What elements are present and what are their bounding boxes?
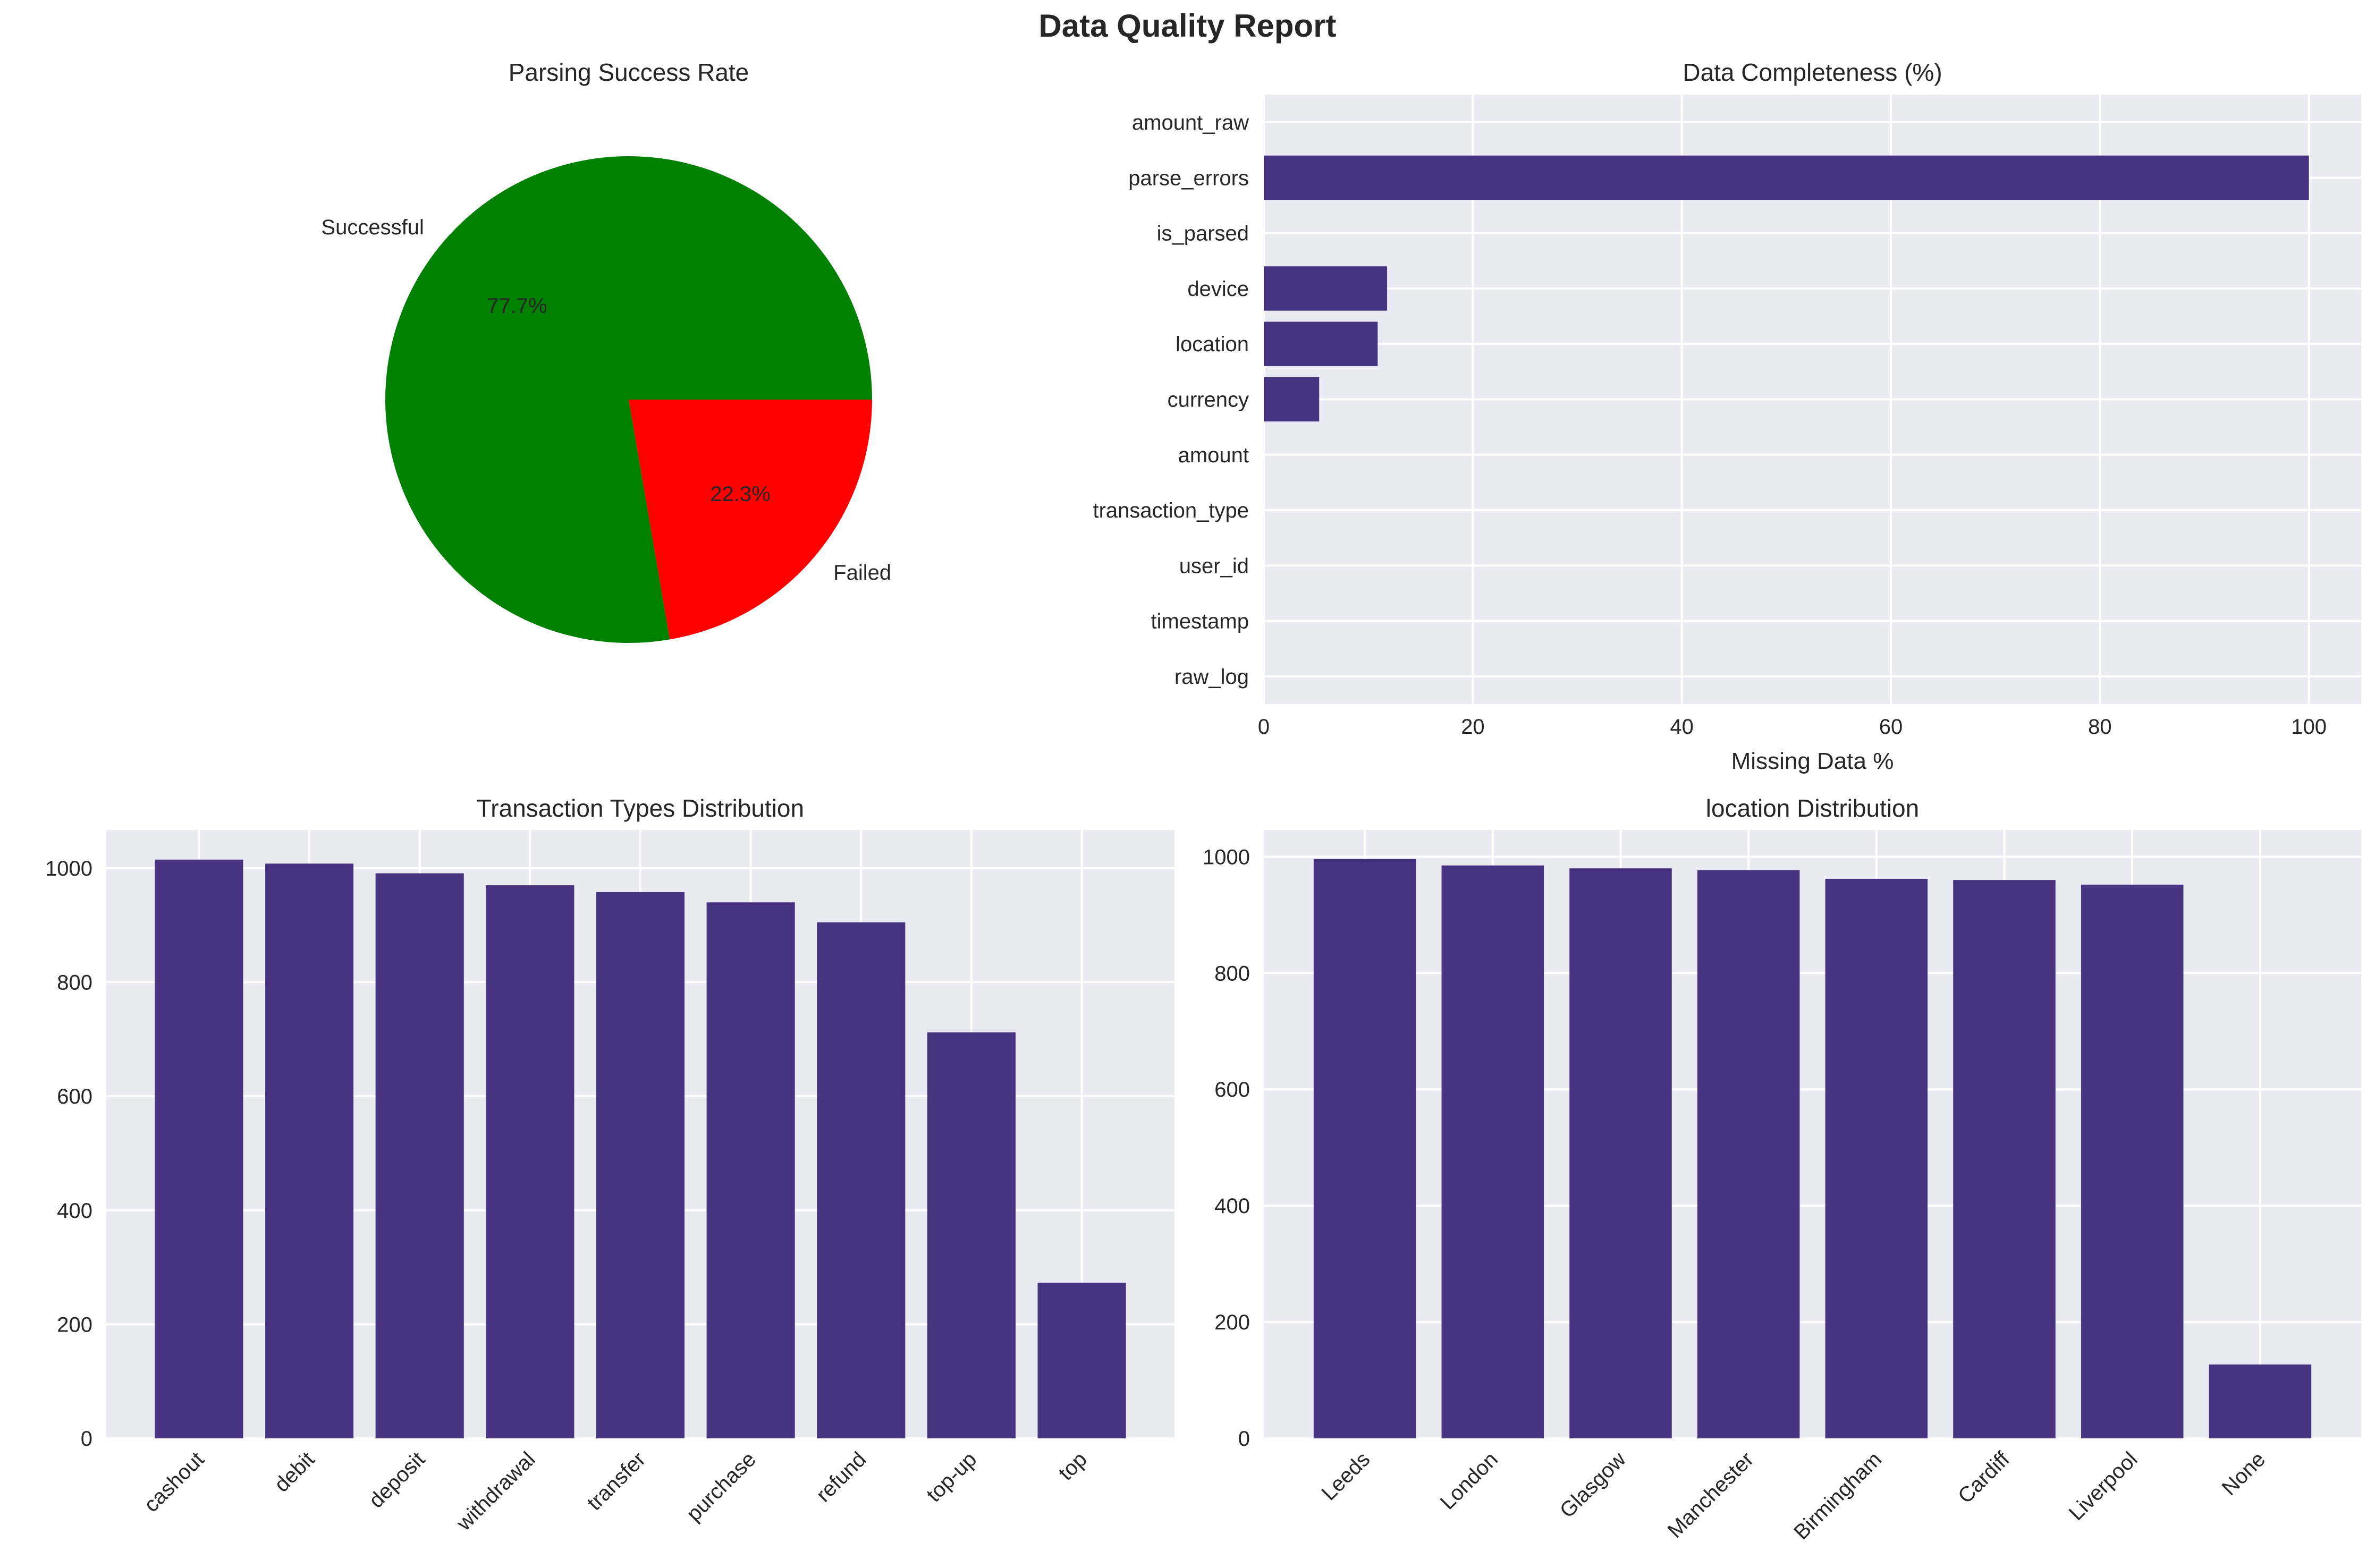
y-tick-label: 1000: [45, 857, 92, 880]
y-tick-label: is_parsed: [1157, 222, 1249, 245]
x-tick-label: Cardiff: [1954, 1447, 2015, 1508]
y-tick-label: 600: [1214, 1078, 1250, 1101]
y-tick-label: 0: [81, 1427, 92, 1451]
x-tick-label: 40: [1670, 715, 1694, 739]
bar-top: [1037, 1283, 1126, 1438]
pie-slice-failed: [629, 400, 872, 640]
bar-none: [2209, 1364, 2312, 1438]
x-tick-label: Birmingham: [1789, 1447, 1886, 1544]
pie-percent-successful: 77.7%: [487, 294, 547, 318]
x-tick-label: None: [2218, 1447, 2270, 1500]
y-tick-label: 200: [1214, 1311, 1250, 1334]
bar-leeds: [1313, 859, 1416, 1438]
x-tick-label: 0: [1258, 715, 1270, 739]
x-tick-label: London: [1436, 1447, 1503, 1514]
bar-debit: [265, 863, 354, 1438]
y-tick-label: 800: [1214, 962, 1250, 985]
y-tick-label: amount_raw: [1132, 111, 1249, 134]
bar-withdrawal: [486, 885, 574, 1438]
y-tick-label: 0: [1238, 1427, 1250, 1451]
y-tick-label: 200: [57, 1313, 92, 1336]
y-tick-label: timestamp: [1151, 610, 1249, 633]
y-tick-label: parse_errors: [1128, 166, 1249, 190]
x-tick-label: 80: [2088, 715, 2112, 739]
x-tick-label: 20: [1461, 715, 1485, 739]
bar-purchase: [706, 902, 795, 1438]
chart-title: location Distribution: [1706, 794, 1919, 822]
bar-deposit: [375, 873, 464, 1438]
y-tick-label: raw_log: [1174, 665, 1249, 689]
figure-title: Data Quality Report: [1038, 8, 1337, 44]
pie-label-failed: Failed: [833, 561, 891, 584]
bar-location: [1264, 321, 1378, 366]
y-tick-label: location: [1176, 333, 1249, 356]
x-tick-label: Glasgow: [1556, 1447, 1630, 1522]
bar-device: [1264, 266, 1388, 311]
bar-cardiff: [1953, 880, 2056, 1438]
y-tick-label: 400: [1214, 1194, 1250, 1218]
y-tick-label: transaction_type: [1093, 499, 1249, 522]
chart-title: Parsing Success Rate: [509, 58, 749, 86]
chart-title: Transaction Types Distribution: [477, 794, 804, 822]
bar-glasgow: [1569, 868, 1672, 1438]
bar-parse_errors: [1264, 155, 2309, 200]
axes-background: [1264, 830, 2361, 1438]
pie-slice-successful: [385, 156, 872, 643]
y-tick-label: currency: [1168, 388, 1249, 412]
bar-currency: [1264, 377, 1320, 422]
x-tick-label: 100: [2291, 715, 2327, 739]
bar-transfer: [596, 892, 685, 1438]
x-tick-label: Manchester: [1663, 1447, 1759, 1542]
bar-london: [1441, 865, 1544, 1438]
x-axis-label: Missing Data %: [1731, 748, 1894, 774]
bar-top-up: [927, 1032, 1016, 1438]
bar-birmingham: [1825, 878, 1928, 1438]
y-tick-label: amount: [1178, 444, 1249, 467]
y-tick-label: 1000: [1203, 845, 1250, 869]
y-tick-label: user_id: [1179, 554, 1249, 578]
y-tick-label: 800: [57, 971, 92, 995]
bar-manchester: [1697, 870, 1800, 1438]
bar-cashout: [155, 859, 243, 1438]
y-tick-label: 600: [57, 1085, 92, 1108]
bar-refund: [817, 922, 906, 1438]
x-tick-label: Liverpool: [2065, 1447, 2142, 1525]
y-tick-label: device: [1187, 277, 1249, 301]
chart-title: Data Completeness (%): [1683, 58, 1942, 86]
x-tick-label: 60: [1879, 715, 1903, 739]
y-tick-label: 400: [57, 1199, 92, 1223]
x-tick-label: Leeds: [1317, 1447, 1374, 1505]
bar-liverpool: [2081, 884, 2184, 1438]
pie-percent-failed: 22.3%: [710, 482, 770, 506]
pie-label-successful: Successful: [321, 216, 424, 239]
